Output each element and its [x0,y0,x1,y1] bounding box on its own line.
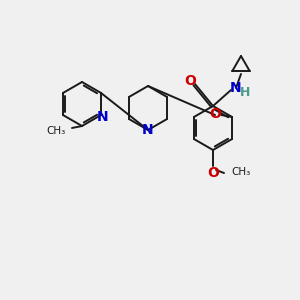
Text: N: N [230,81,242,95]
Text: O: O [184,74,196,88]
Text: H: H [240,86,250,100]
Text: N: N [142,123,154,137]
Text: O: O [209,107,221,121]
Text: N: N [97,110,109,124]
Text: O: O [207,166,219,180]
Text: CH₃: CH₃ [47,126,66,136]
Text: CH₃: CH₃ [231,167,250,177]
